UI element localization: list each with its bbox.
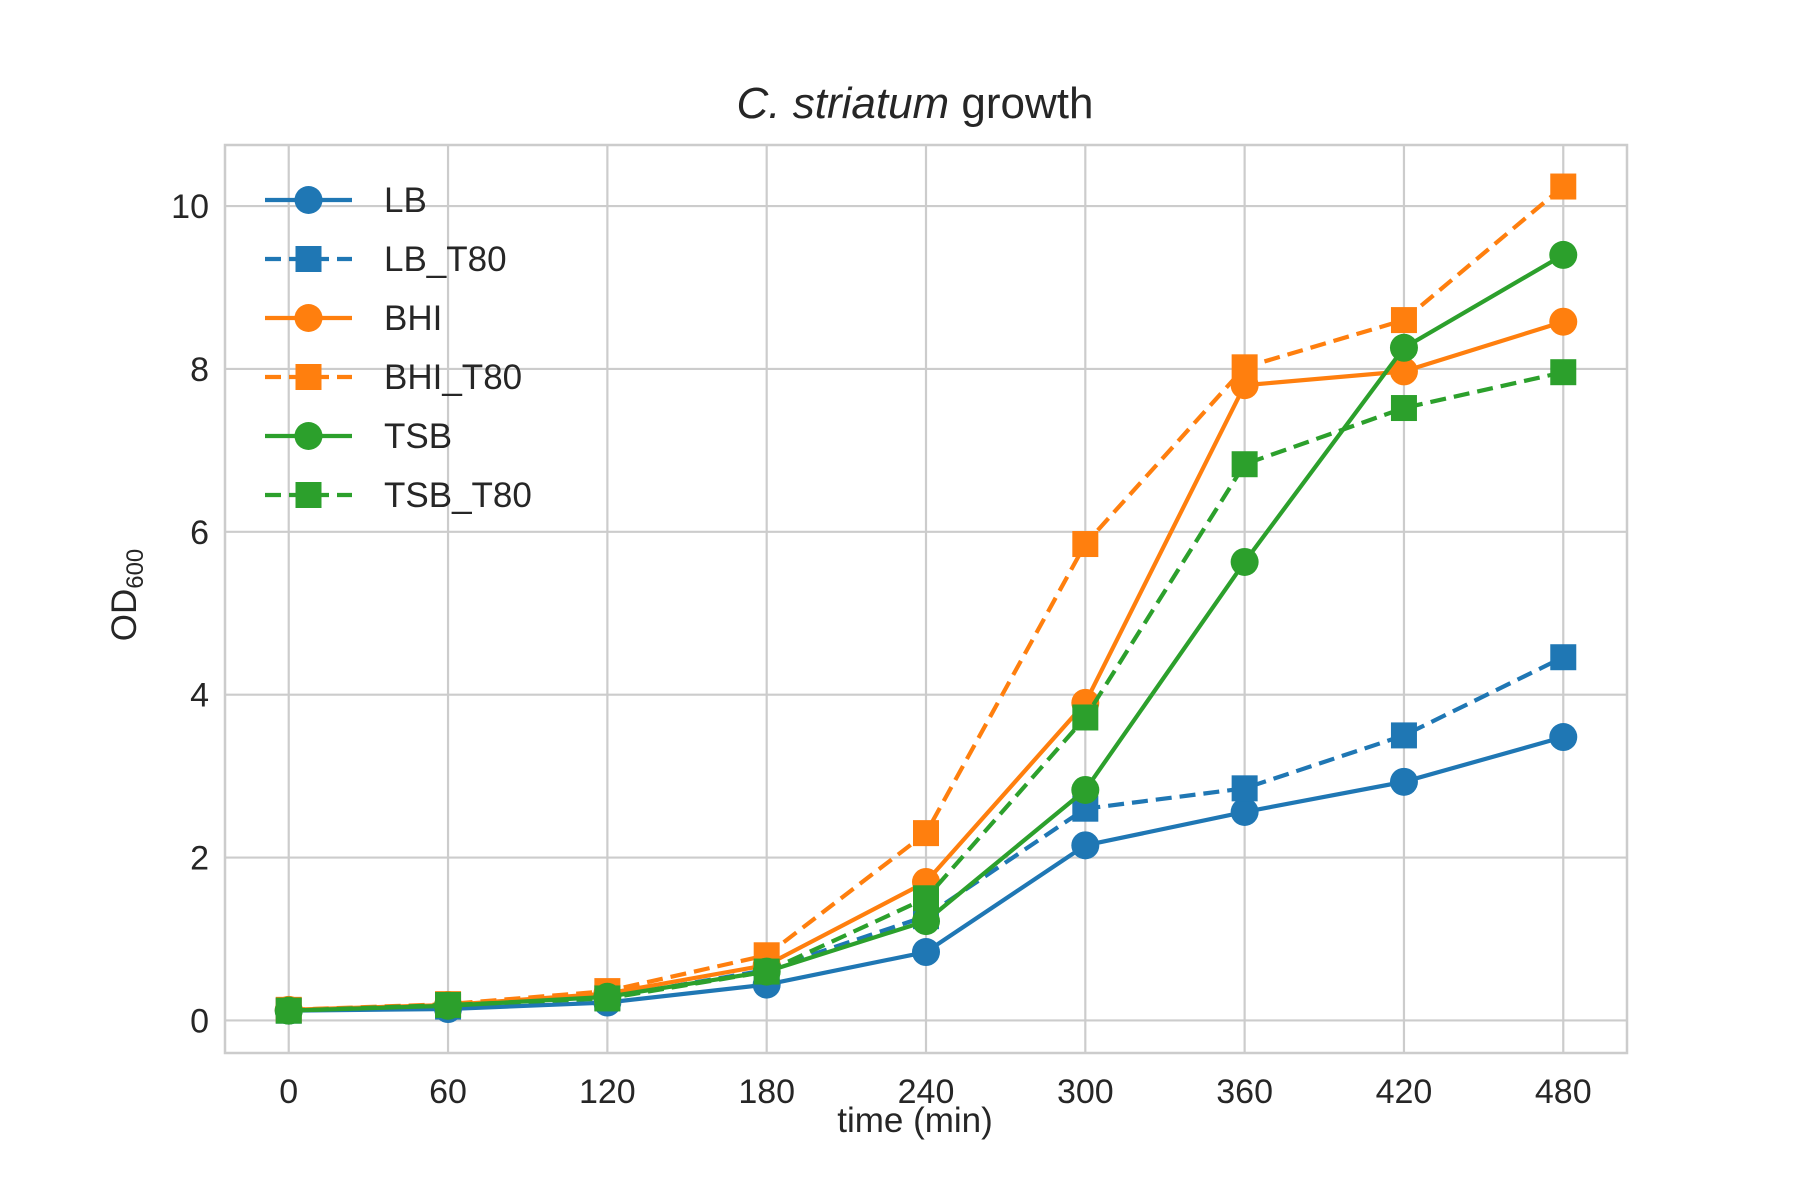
legend-item-tsb-t80: TSB_T80 — [265, 476, 532, 515]
y-tick-label: 0 — [190, 1002, 209, 1040]
legend-label-tsb: TSB — [384, 417, 452, 456]
data-point-lb — [1071, 831, 1100, 860]
x-tick-label: 300 — [1057, 1073, 1114, 1111]
data-point-bhi — [1549, 307, 1578, 336]
data-point-tsb-t80 — [913, 885, 939, 912]
y-tick-label: 2 — [190, 840, 209, 878]
data-point-tsb-t80 — [594, 985, 621, 1012]
legend-marker-bhi — [294, 304, 323, 332]
data-point-tsb-t80 — [1550, 359, 1577, 386]
data-point-tsb — [1071, 775, 1100, 804]
legend-item-bhi-t80: BHI_T80 — [265, 358, 522, 397]
legend-label-bhi: BHI — [384, 299, 442, 338]
x-tick-labels: 0 60 120 180 240 300 360 420 480 — [279, 1073, 1591, 1111]
y-axis-label-main: OD — [105, 589, 144, 642]
legend-marker-tsb-t80 — [295, 482, 322, 508]
data-point-tsb — [912, 907, 940, 936]
data-point-bhi-t80 — [913, 820, 939, 847]
legend-label-bhi-t80: BHI_T80 — [384, 358, 522, 397]
data-point-lb — [1549, 723, 1578, 752]
legend: LB LB_T80 BHI BHI_T80 TSB TSB_T80 — [265, 181, 532, 515]
data-point-bhi-t80 — [1390, 307, 1417, 334]
legend-marker-tsb — [294, 422, 323, 450]
data-point-tsb-t80 — [753, 958, 780, 985]
legend-item-tsb: TSB — [265, 417, 452, 456]
y-tick-label: 8 — [190, 351, 209, 389]
x-tick-label: 60 — [429, 1073, 467, 1111]
legend-item-lb-t80: LB_T80 — [265, 240, 507, 279]
grid — [225, 145, 1627, 1053]
x-tick-label: 0 — [279, 1073, 298, 1111]
data-point-lb-t80 — [1550, 644, 1577, 671]
legend-label-lb-t80: LB_T80 — [384, 240, 507, 279]
y-tick-labels: 0 2 4 6 8 10 — [171, 188, 209, 1040]
data-point-tsb — [1549, 240, 1578, 269]
series-tsb-t80 — [275, 359, 1577, 1024]
legend-item-bhi: BHI — [265, 299, 442, 338]
data-point-bhi-t80 — [1072, 531, 1099, 558]
data-point-tsb-t80 — [1231, 451, 1258, 478]
y-tick-label: 10 — [171, 188, 209, 226]
data-point-bhi-t80 — [1550, 173, 1577, 200]
data-point-tsb-t80 — [1390, 395, 1417, 422]
legend-item-lb: LB — [265, 181, 427, 220]
data-point-tsb — [1389, 333, 1418, 362]
data-point-tsb — [1230, 547, 1259, 576]
y-axis-label-subscript: 600 — [122, 549, 149, 589]
data-point-bhi — [1389, 357, 1418, 386]
chart-title-italic: C. striatum — [737, 79, 950, 128]
x-tick-label: 120 — [579, 1073, 636, 1111]
data-point-tsb-t80 — [275, 997, 302, 1024]
series-layer — [274, 173, 1578, 1025]
data-point-lb — [912, 938, 940, 967]
data-point-tsb-t80 — [1072, 704, 1099, 731]
plot-frame — [223, 143, 1629, 1055]
legend-marker-bhi-t80 — [295, 364, 322, 390]
y-axis-label: OD600 — [105, 549, 149, 642]
chart-title: C. striatum growth — [737, 79, 1094, 128]
x-tick-label: 420 — [1376, 1073, 1433, 1111]
data-point-lb-t80 — [1231, 775, 1258, 802]
x-tick-label: 480 — [1535, 1073, 1592, 1111]
x-tick-label: 240 — [898, 1073, 955, 1111]
data-point-lb-t80 — [1390, 722, 1417, 749]
x-axis-label: time (min) — [837, 1101, 993, 1140]
x-tick-label: 360 — [1216, 1073, 1273, 1111]
data-point-tsb-t80 — [435, 991, 462, 1018]
data-point-lb — [1389, 767, 1418, 796]
y-tick-label: 4 — [190, 677, 209, 715]
x-tick-label: 180 — [738, 1073, 795, 1111]
y-tick-label: 6 — [190, 514, 209, 552]
chart-title-rest: growth — [949, 79, 1093, 128]
data-point-bhi-t80 — [1231, 354, 1258, 381]
legend-marker-lb — [294, 186, 323, 214]
data-point-lb — [1230, 797, 1259, 826]
legend-marker-lb-t80 — [295, 246, 322, 272]
legend-label-tsb-t80: TSB_T80 — [384, 476, 532, 515]
legend-label-lb: LB — [384, 181, 427, 220]
